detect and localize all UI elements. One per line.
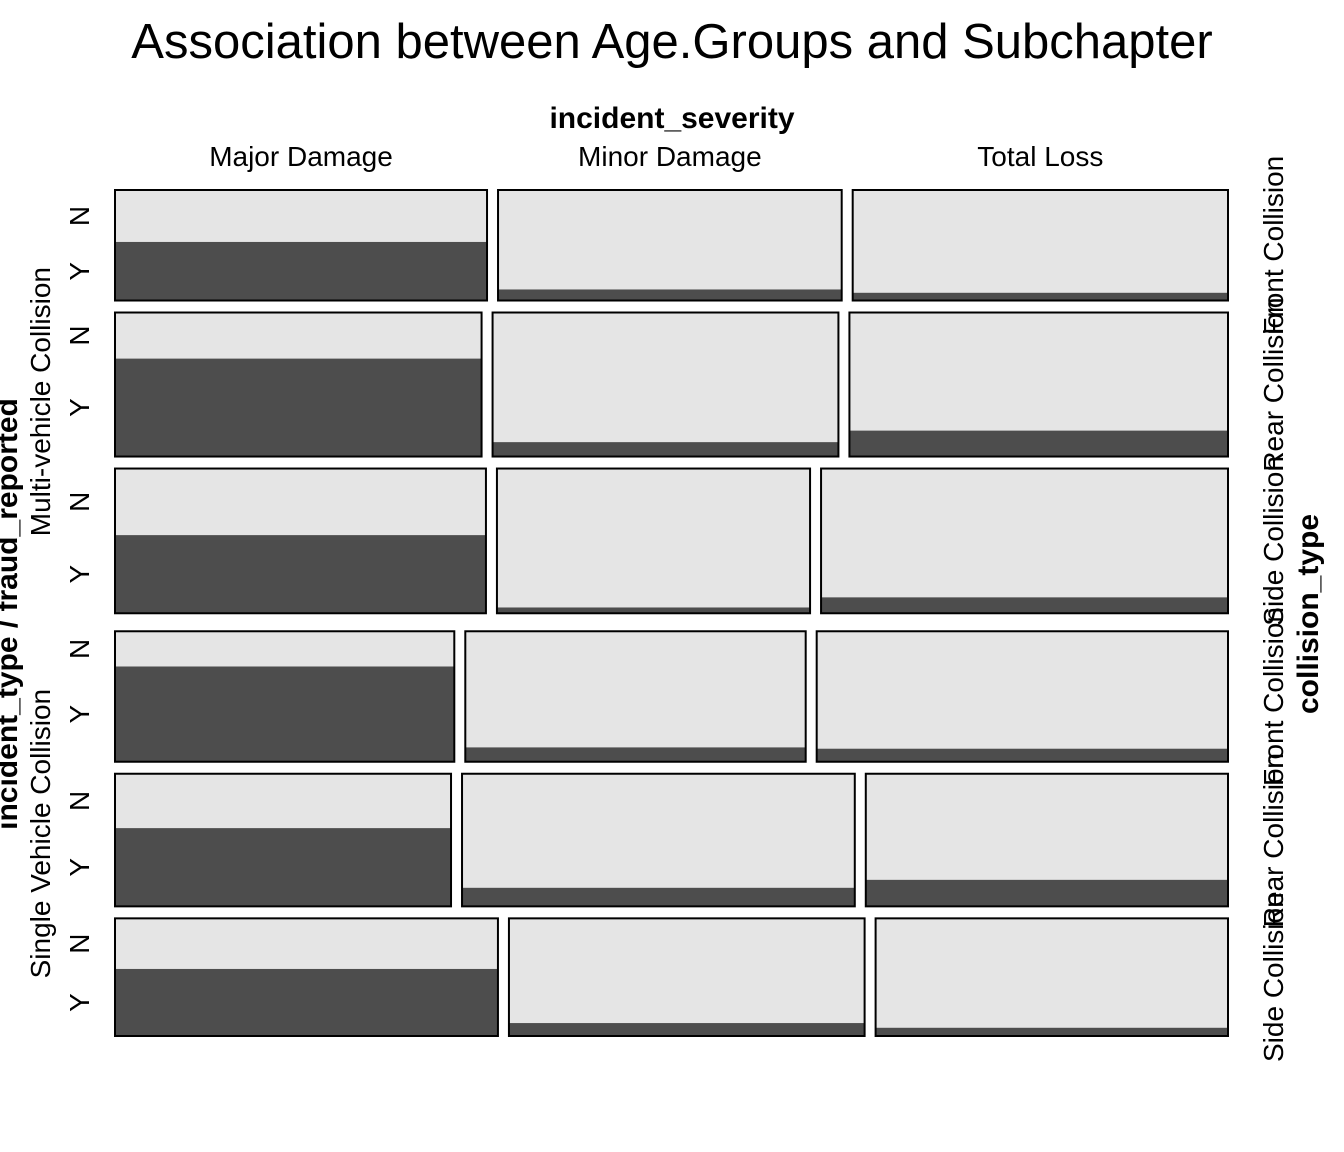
mosaic-cell-y bbox=[465, 747, 806, 762]
incident-type-label: Multi-vehicle Collision bbox=[25, 267, 56, 536]
fraud-level-labels: N Y N Y N Y N Y N Y N Y bbox=[64, 206, 95, 1012]
mosaic-cell-border bbox=[114, 189, 489, 302]
fraud-level-y-label: Y bbox=[64, 858, 95, 877]
mosaic-cell-y bbox=[462, 887, 855, 907]
collision-type-label: Side Collision bbox=[1258, 456, 1289, 626]
mosaic-cell-border bbox=[507, 917, 866, 1038]
chart-title: Association between Age.Groups and Subch… bbox=[131, 15, 1212, 69]
mosaic-cell-border bbox=[114, 772, 453, 908]
mosaic-cell-border bbox=[491, 311, 840, 458]
incident-type-label: Single Vehicle Collision bbox=[25, 689, 56, 979]
mosaic-cell-border bbox=[114, 311, 483, 458]
mosaic-cell-y bbox=[821, 597, 1228, 614]
mosaic-cell-y bbox=[115, 968, 498, 1036]
mosaic-cell-border bbox=[864, 772, 1230, 908]
mosaic-cell-y bbox=[115, 358, 482, 457]
mosaic-cell-border bbox=[497, 189, 843, 302]
mosaic-cell-y bbox=[865, 879, 1228, 907]
mosaic-cell-y bbox=[849, 430, 1228, 457]
mosaic-cell-y bbox=[496, 607, 811, 614]
collision-type-label: Rear Collision bbox=[1258, 753, 1289, 927]
mosaic-cell-n bbox=[462, 773, 855, 888]
right-variable-label: collision_type bbox=[1292, 514, 1325, 714]
fraud-level-y-label: Y bbox=[64, 262, 95, 281]
fraud-level-y-label: Y bbox=[64, 398, 95, 417]
mosaic-cell-n bbox=[115, 468, 486, 536]
mosaic-cell-n bbox=[849, 312, 1228, 431]
mosaic-cell-border bbox=[874, 917, 1229, 1038]
mosaic-cell-n bbox=[115, 190, 488, 242]
fraud-level-y-label: Y bbox=[64, 993, 95, 1012]
mosaic-cell-border bbox=[848, 311, 1229, 458]
fraud-level-n-label: N bbox=[64, 492, 95, 512]
fraud-level-n-label: N bbox=[64, 639, 95, 659]
collision-type-label: Rear Collision bbox=[1258, 297, 1289, 471]
fraud-level-n-label: N bbox=[64, 791, 95, 811]
mosaic-cell-n bbox=[465, 631, 806, 748]
collision-type-label: Side Collision bbox=[1258, 892, 1289, 1062]
mosaic-cell-n bbox=[492, 312, 839, 443]
mosaic-cell-n bbox=[115, 918, 498, 969]
mosaic-cell-y bbox=[115, 828, 452, 907]
fraud-level-y-label: Y bbox=[64, 565, 95, 584]
collision-type-label: Front Collision bbox=[1258, 607, 1289, 786]
mosaic-cell-n bbox=[875, 918, 1228, 1028]
mosaic-cells bbox=[114, 189, 1230, 1038]
mosaic-cell-y bbox=[115, 666, 455, 762]
mosaic-cell-y bbox=[852, 292, 1228, 301]
mosaic-cell-border bbox=[820, 467, 1229, 615]
fraud-level-n-label: N bbox=[64, 325, 95, 345]
mosaic-cell-border bbox=[851, 189, 1229, 302]
mosaic-cell-n bbox=[508, 918, 865, 1024]
mosaic-cell-y bbox=[492, 442, 839, 457]
column-label: Minor Damage bbox=[578, 141, 762, 172]
fraud-level-n-label: N bbox=[64, 934, 95, 954]
mosaic-cell-border bbox=[495, 467, 812, 615]
mosaic-cell-n bbox=[115, 312, 482, 359]
mosaic-cell-y bbox=[115, 535, 486, 614]
incident-type-labels: Multi-vehicle Collision Single Vehicle Co… bbox=[25, 267, 56, 978]
mosaic-cell-border bbox=[114, 917, 499, 1038]
mosaic-cell-y bbox=[508, 1023, 865, 1036]
mosaic-cell-border bbox=[461, 772, 856, 908]
column-labels: Major Damage Minor Damage Total Loss bbox=[209, 141, 1103, 172]
mosaic-cell-n bbox=[816, 631, 1228, 749]
column-variable-label: incident_severity bbox=[549, 102, 794, 135]
collision-type-label: Front Collision bbox=[1258, 156, 1289, 335]
left-variable-label: incident_type / fraud_reported bbox=[0, 398, 24, 830]
mosaic-cell-border bbox=[114, 467, 487, 615]
mosaic-cell-n bbox=[115, 631, 455, 667]
mosaic-cell-n bbox=[115, 773, 452, 829]
mosaic-cell-border bbox=[815, 630, 1229, 763]
fraud-level-y-label: Y bbox=[64, 704, 95, 723]
fraud-level-n-label: N bbox=[64, 206, 95, 226]
mosaic-cell-n bbox=[852, 190, 1228, 293]
column-label: Major Damage bbox=[209, 141, 393, 172]
mosaic-cell-y bbox=[816, 748, 1228, 762]
mosaic-cell-n bbox=[496, 468, 811, 608]
mosaic-cell-y bbox=[875, 1027, 1228, 1036]
column-label: Total Loss bbox=[977, 141, 1103, 172]
mosaic-cell-y bbox=[115, 241, 488, 301]
mosaic-cell-y bbox=[498, 289, 842, 301]
mosaic-cell-n bbox=[821, 468, 1228, 598]
mosaic-cell-border bbox=[464, 630, 807, 763]
mosaic-cell-border bbox=[114, 630, 456, 763]
mosaic-cell-n bbox=[865, 773, 1228, 880]
mosaic-cell-n bbox=[498, 190, 842, 290]
